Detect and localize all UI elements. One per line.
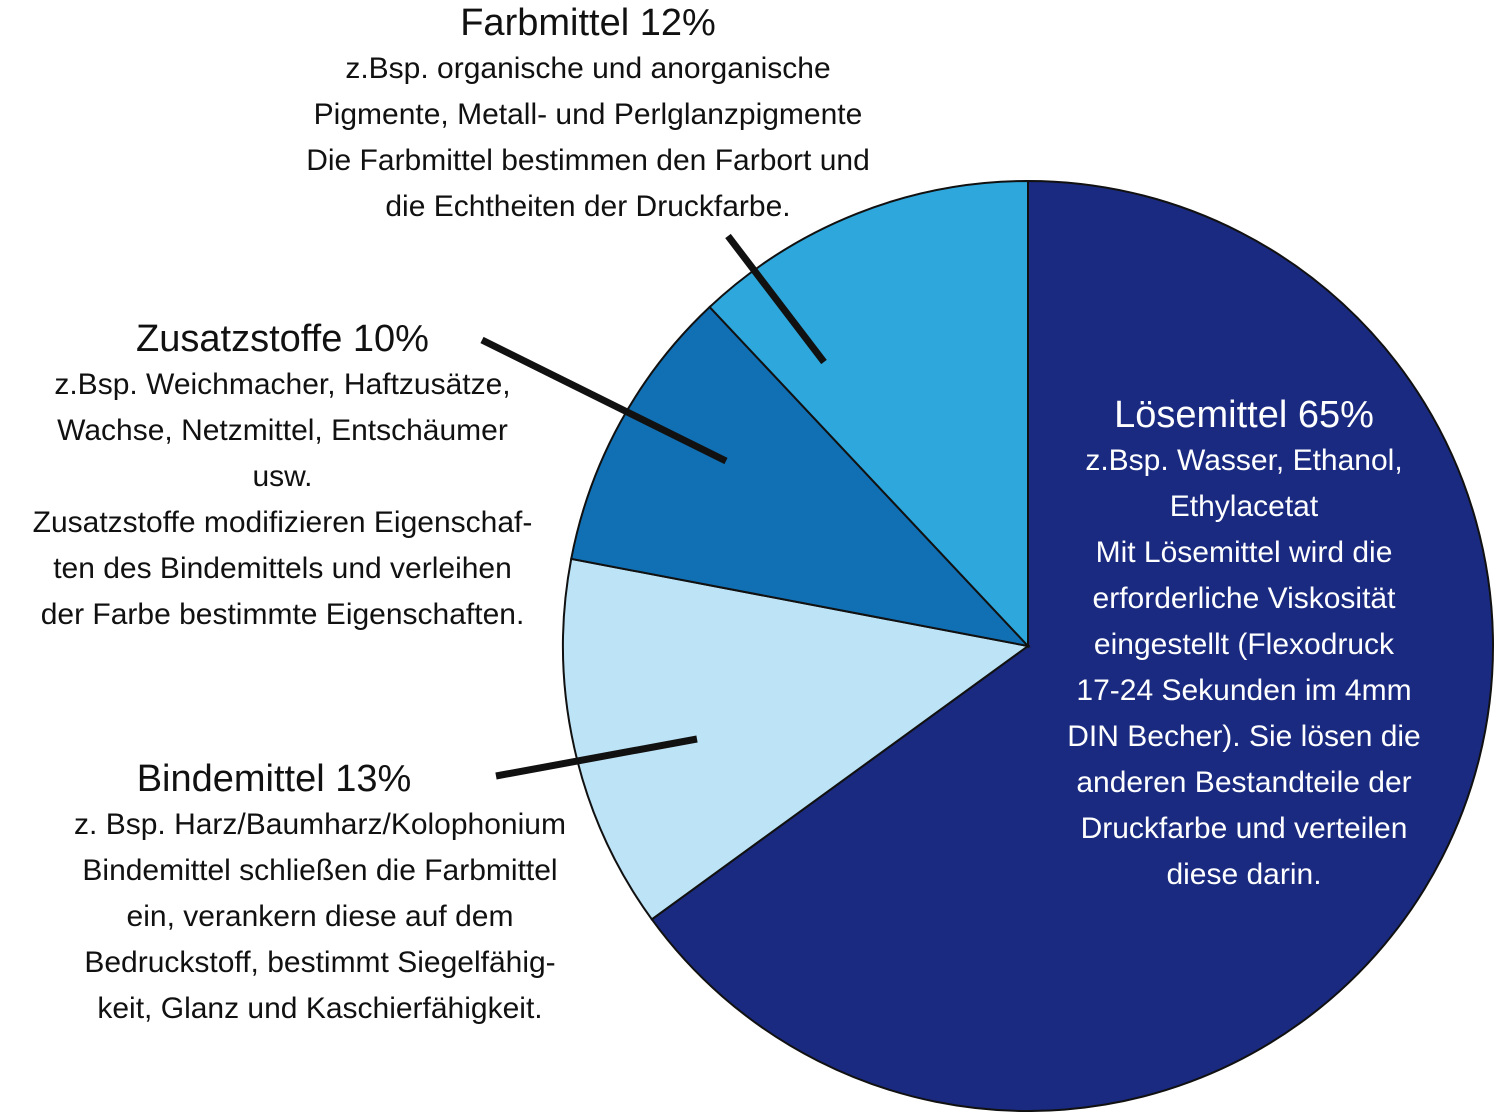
bindemittel-description: z. Bsp. Harz/Baumharz/Kolophonium Bindem… — [74, 808, 566, 1025]
loesemittel-title: Lösemittel 65% — [1114, 394, 1374, 436]
farbmittel-title: Farbmittel 12% — [460, 2, 716, 44]
farbmittel-label: Farbmittel 12% z.Bsp. organische und ano… — [268, 0, 908, 230]
bindemittel-title: Bindemittel 13% — [136, 758, 412, 800]
leader-line-farbmittel — [725, 233, 827, 365]
leader-lines — [480, 233, 827, 780]
leader-line-bindemittel — [495, 735, 698, 780]
loesemittel-description: z.Bsp. Wasser, Ethanol, Ethylacetat Mit … — [1067, 444, 1421, 891]
pie-slice-farb — [708, 179, 1029, 649]
zusatzstoffe-label: Zusatzstoffe 10% z.Bsp. Weichmacher, Haf… — [0, 316, 565, 638]
bindemittel-label: Bindemittel 13% z. Bsp. Harz/Baumharz/Ko… — [0, 756, 640, 1032]
zusatzstoffe-description: z.Bsp. Weichmacher, Haftzusätze, Wachse,… — [32, 368, 533, 631]
farbmittel-description: z.Bsp. organische und anorganische Pigme… — [306, 52, 870, 223]
pie-slices — [562, 179, 1494, 1112]
loesemittel-label: Lösemittel 65% z.Bsp. Wasser, Ethanol, E… — [1020, 392, 1468, 898]
leader-line-zusatzstoffe — [480, 336, 728, 465]
pie-slice-binde — [562, 557, 1031, 921]
pie-slice-zusatz — [570, 305, 1031, 648]
zusatzstoffe-title: Zusatzstoffe 10% — [136, 318, 429, 360]
pie-slice-loese — [650, 179, 1494, 1112]
